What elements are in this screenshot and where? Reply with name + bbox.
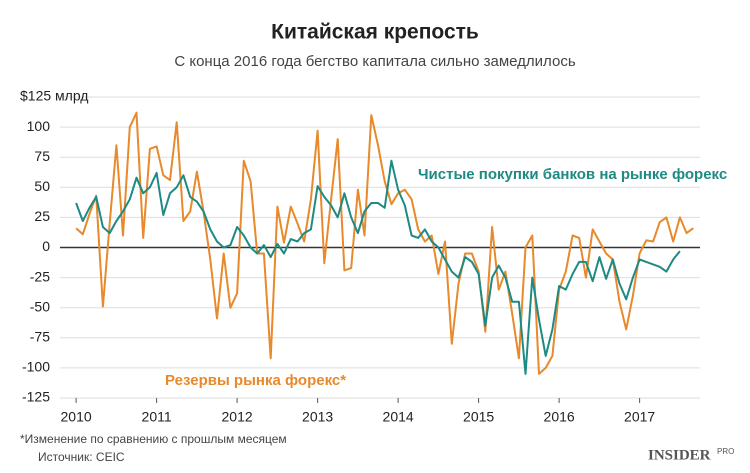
legend-label: Чистые покупки банков на рынке форекс <box>418 166 727 183</box>
y-tick-label: 75 <box>34 148 50 164</box>
series-line <box>75 111 694 375</box>
chart-subtitle: С конца 2016 года бегство капитала сильн… <box>174 53 575 70</box>
x-tick-label: 2011 <box>142 409 172 425</box>
x-tick-label: 2014 <box>383 409 414 425</box>
y-tick-label: -75 <box>30 329 50 345</box>
x-tick-label: 2010 <box>61 409 92 425</box>
y-tick-label: 100 <box>27 118 51 134</box>
logo: INSIDER <box>648 447 711 463</box>
x-tick-label: 2017 <box>624 409 655 425</box>
y-tick-label: -125 <box>22 389 50 405</box>
logo-sub: PRO <box>717 447 734 456</box>
chart-title: Китайская крепость <box>271 21 479 44</box>
x-tick-label: 2016 <box>544 409 575 425</box>
y-tick-label: -25 <box>30 268 50 284</box>
y-tick-label: 0 <box>42 238 50 254</box>
x-tick-label: 2013 <box>302 409 333 425</box>
x-tick-label: 2015 <box>463 409 494 425</box>
legend-label: Резервы рынка форекс* <box>165 372 346 389</box>
y-tick-label: 50 <box>34 178 50 194</box>
y-tick-label: $125 млрд <box>20 88 88 104</box>
series-line <box>75 159 681 375</box>
footnote: *Изменение по сравнению с прошлым месяце… <box>20 432 287 446</box>
y-tick-label: 25 <box>34 208 50 224</box>
source: Источник: CEIC <box>38 450 125 464</box>
y-tick-label: -50 <box>30 298 50 314</box>
y-tick-label: -100 <box>22 359 50 375</box>
x-tick-label: 2012 <box>222 409 253 425</box>
